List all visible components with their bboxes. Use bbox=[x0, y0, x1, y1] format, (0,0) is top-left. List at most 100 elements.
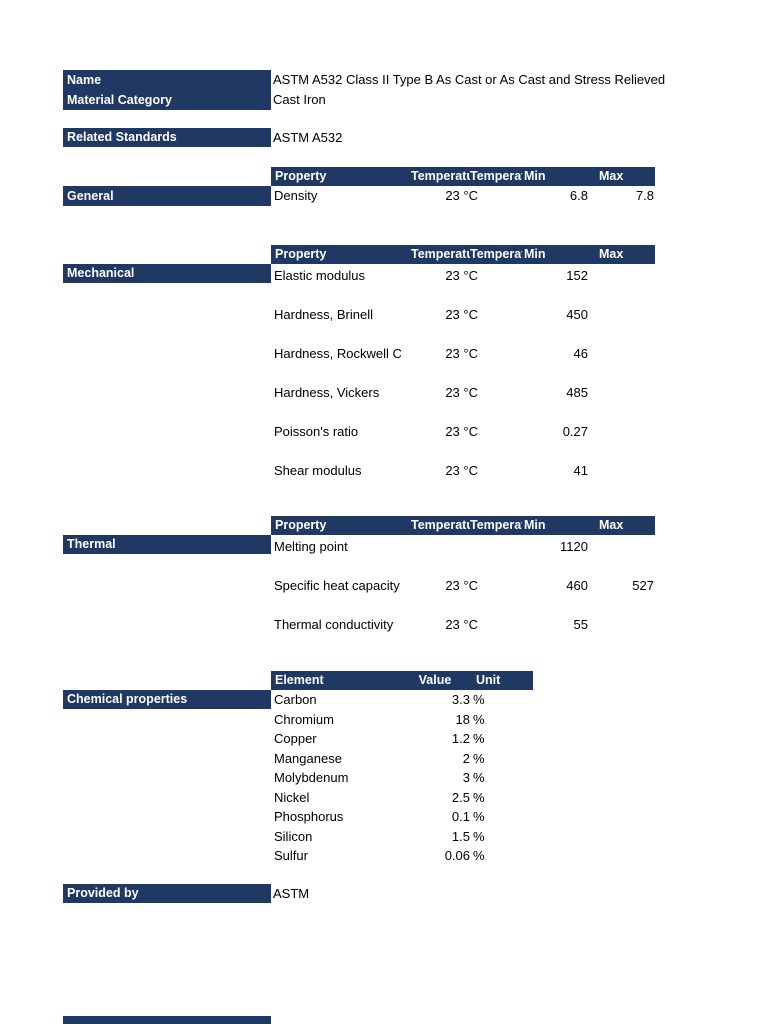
related-standards-label: Related Standards bbox=[63, 128, 271, 147]
column-temperature-1: Temperatu bbox=[411, 518, 470, 532]
temperature-cell: 23 °C bbox=[445, 188, 478, 203]
general-table-header: Property Temperatu Temperatu Min Max bbox=[271, 167, 655, 186]
unit-cell: % bbox=[473, 828, 485, 844]
temperature-cell: 23 °C bbox=[445, 578, 478, 593]
property-cell: Hardness, Vickers bbox=[274, 385, 380, 400]
material-category-label: Material Category bbox=[67, 93, 172, 107]
column-temperature-2: Temperatu bbox=[470, 518, 522, 532]
min-cell: 0.27 bbox=[562, 424, 588, 439]
min-cell: 55 bbox=[573, 617, 588, 632]
property-cell: Specific heat capacity bbox=[274, 578, 400, 593]
bottom-partial-label-bar bbox=[63, 1016, 271, 1024]
min-cell: 460 bbox=[566, 578, 588, 593]
temperature-cell: 23 °C bbox=[445, 385, 478, 400]
value-cell: 1.2 bbox=[451, 731, 470, 746]
max-cell bbox=[590, 385, 655, 420]
section-label-general: General bbox=[63, 186, 271, 206]
temperature-2-cell bbox=[478, 424, 522, 459]
mechanical-table-header: Property Temperatu Temperatu Min Max bbox=[271, 245, 655, 264]
value-cell: 3 bbox=[462, 770, 470, 785]
max-cell: 7.8 bbox=[635, 188, 654, 203]
max-cell bbox=[590, 463, 655, 498]
temperature-2-cell bbox=[478, 539, 522, 574]
table-row: Density 23 °C 6.8 7.8 bbox=[271, 186, 655, 206]
value-cell: 0.1 bbox=[451, 809, 470, 824]
temperature-2-cell bbox=[478, 385, 522, 420]
element-cell: Molybdenum bbox=[274, 770, 349, 785]
table-row: Shear modulus 23 °C 41 bbox=[271, 459, 655, 498]
column-element: Element bbox=[275, 673, 324, 687]
thermal-table-header: Property Temperatu Temperatu Min Max bbox=[271, 516, 655, 535]
max-cell bbox=[590, 617, 655, 652]
table-row: Hardness, Brinell 23 °C 450 bbox=[271, 303, 655, 342]
min-cell: 41 bbox=[573, 463, 588, 478]
provided-by-value: ASTM bbox=[273, 886, 310, 901]
property-cell: Poisson's ratio bbox=[274, 424, 359, 439]
mechanical-rows: Elastic modulus 23 °C 152 Hardness, Brin… bbox=[271, 264, 655, 498]
mechanical-table: Property Temperatu Temperatu Min Max Ela… bbox=[271, 245, 655, 498]
max-cell bbox=[590, 539, 655, 574]
property-cell: Elastic modulus bbox=[274, 268, 366, 283]
general-table: Property Temperatu Temperatu Min Max Den… bbox=[271, 167, 655, 206]
min-cell: 1120 bbox=[560, 539, 588, 554]
table-row: Sulfur 0.06 % bbox=[271, 846, 533, 866]
temperature-cell: 23 °C bbox=[445, 463, 478, 478]
unit-cell: % bbox=[473, 809, 485, 824]
thermal-table: Property Temperatu Temperatu Min Max Mel… bbox=[271, 516, 655, 652]
property-cell: Thermal conductivity bbox=[274, 617, 394, 632]
column-temperature-2: Temperatu bbox=[470, 169, 522, 183]
value-cell: 2.5 bbox=[451, 789, 470, 805]
column-min: Min bbox=[524, 247, 546, 261]
max-cell bbox=[590, 424, 655, 459]
unit-cell: % bbox=[473, 770, 485, 785]
max-cell bbox=[590, 268, 655, 303]
column-max: Max bbox=[599, 169, 624, 183]
element-cell: Nickel bbox=[274, 789, 310, 805]
unit-cell: % bbox=[473, 750, 485, 766]
temperature-2-cell bbox=[478, 268, 522, 303]
min-cell: 46 bbox=[573, 346, 588, 361]
element-cell: Copper bbox=[274, 731, 317, 746]
name-category-value-block: ASTM A532 Class II Type B As Cast or As … bbox=[271, 70, 665, 110]
temperature-cell: 23 °C bbox=[445, 617, 478, 632]
table-row: Hardness, Rockwell C 23 °C 46 bbox=[271, 342, 655, 381]
name-value: ASTM A532 Class II Type B As Cast or As … bbox=[273, 72, 666, 87]
table-row: Molybdenum 3 % bbox=[271, 768, 533, 788]
chemical-rows: Carbon 3.3 % Chromium 18 % Copper 1.2 % … bbox=[271, 690, 533, 866]
column-min: Min bbox=[524, 518, 546, 532]
section-label-thermal: Thermal bbox=[63, 535, 271, 554]
unit-cell: % bbox=[473, 692, 485, 707]
temperature-2-cell bbox=[478, 307, 522, 342]
column-max: Max bbox=[599, 518, 624, 532]
table-row: Poisson's ratio 23 °C 0.27 bbox=[271, 420, 655, 459]
unit-cell: % bbox=[473, 848, 485, 863]
table-row: Silicon 1.5 % bbox=[271, 827, 533, 847]
min-cell: 152 bbox=[566, 268, 588, 283]
table-row: Specific heat capacity 23 °C 460 527 bbox=[271, 574, 655, 613]
element-cell: Phosphorus bbox=[274, 809, 344, 824]
table-row: Elastic modulus 23 °C 152 bbox=[271, 264, 655, 303]
temperature-2-cell bbox=[478, 186, 522, 206]
temperature-2-cell bbox=[478, 617, 522, 652]
table-row: Thermal conductivity 23 °C 55 bbox=[271, 613, 655, 652]
unit-cell: % bbox=[473, 711, 485, 727]
element-cell: Silicon bbox=[274, 828, 313, 844]
min-cell: 450 bbox=[566, 307, 588, 322]
related-standards-value: ASTM A532 bbox=[273, 130, 343, 145]
table-row: Copper 1.2 % bbox=[271, 729, 533, 749]
table-row: Nickel 2.5 % bbox=[271, 788, 533, 808]
element-cell: Sulfur bbox=[274, 848, 308, 863]
temperature-2-cell bbox=[478, 346, 522, 381]
property-cell: Melting point bbox=[274, 539, 348, 554]
material-category-value: Cast Iron bbox=[273, 92, 326, 107]
value-cell: 0.06 bbox=[444, 848, 470, 863]
column-max: Max bbox=[599, 247, 624, 261]
name-category-label-block: Name Material Category bbox=[63, 70, 271, 110]
value-cell: 2 bbox=[462, 750, 470, 766]
column-property: Property bbox=[275, 169, 327, 183]
section-label-mechanical: Mechanical bbox=[63, 264, 271, 283]
temperature-cell: 23 °C bbox=[445, 346, 478, 361]
name-label: Name bbox=[67, 73, 102, 87]
min-cell: 6.8 bbox=[569, 188, 588, 203]
value-cell: 3.3 bbox=[451, 692, 470, 707]
